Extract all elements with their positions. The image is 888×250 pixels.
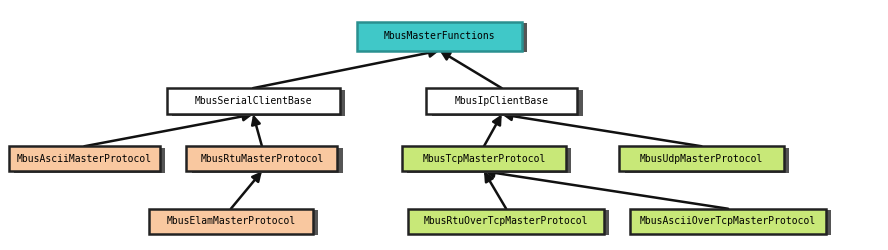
Text: MbusSerialClientBase: MbusSerialClientBase <box>194 96 312 106</box>
Bar <box>414 210 609 235</box>
Text: MbusElamMasterProtocol: MbusElamMasterProtocol <box>166 216 296 226</box>
Bar <box>357 22 521 50</box>
Text: MbusMasterFunctions: MbusMasterFunctions <box>384 31 496 41</box>
Bar <box>426 88 577 115</box>
Bar <box>624 148 789 173</box>
Text: MbusAsciiOverTcpMasterProtocol: MbusAsciiOverTcpMasterProtocol <box>640 216 816 226</box>
Bar <box>171 90 345 116</box>
Bar <box>620 146 784 171</box>
Bar <box>432 90 583 116</box>
Bar <box>408 209 604 234</box>
Bar <box>14 148 165 173</box>
Bar <box>155 210 318 235</box>
Bar <box>362 24 527 52</box>
Bar <box>149 209 313 234</box>
Text: MbusUdpMasterProtocol: MbusUdpMasterProtocol <box>640 154 763 164</box>
Text: MbusIpClientBase: MbusIpClientBase <box>455 96 549 106</box>
Bar <box>9 146 160 171</box>
Bar <box>630 209 826 234</box>
Bar <box>186 146 337 171</box>
Bar <box>636 210 831 235</box>
Bar <box>401 146 566 171</box>
Bar <box>407 148 572 173</box>
Text: MbusRtuMasterProtocol: MbusRtuMasterProtocol <box>201 154 323 164</box>
Text: MbusAsciiMasterProtocol: MbusAsciiMasterProtocol <box>17 154 152 164</box>
Bar <box>192 148 343 173</box>
Text: MbusRtuOverTcpMasterProtocol: MbusRtuOverTcpMasterProtocol <box>424 216 589 226</box>
Text: MbusTcpMasterProtocol: MbusTcpMasterProtocol <box>423 154 545 164</box>
Bar <box>166 88 339 115</box>
